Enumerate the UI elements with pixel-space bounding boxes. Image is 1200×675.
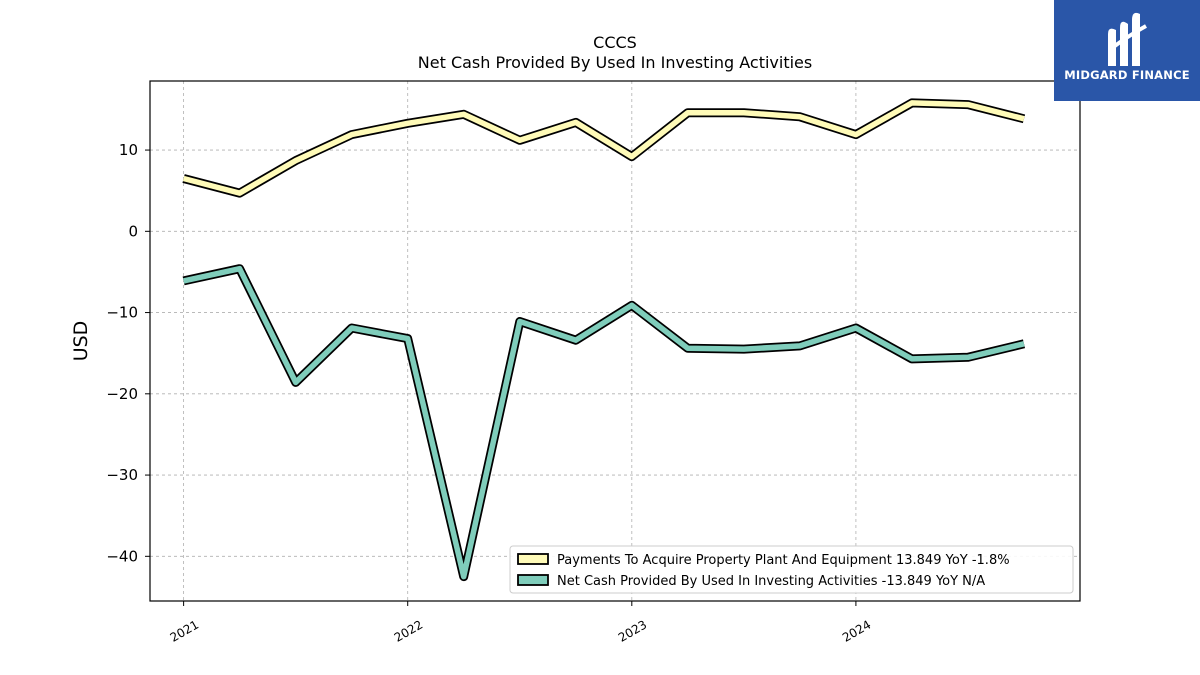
- series-line-0: [182, 100, 1025, 196]
- x-tick-label: 2022: [392, 617, 425, 644]
- legend-swatch-0: [517, 553, 549, 565]
- legend-label-1: Net Cash Provided By Used In Investing A…: [557, 574, 985, 589]
- legend-box: [509, 545, 1074, 594]
- y-tick-label: 10: [119, 141, 138, 159]
- y-tick-label: −30: [106, 466, 138, 484]
- legend: Payments To Acquire Property Plant And E…: [509, 545, 1074, 594]
- series-line-1: [183, 265, 1025, 580]
- series-lines: [182, 98, 1026, 582]
- chart-subtitle: Net Cash Provided By Used In Investing A…: [418, 53, 812, 72]
- y-tick-label: −40: [106, 547, 138, 565]
- brand-logo: MIDGARD FINANCE: [1054, 0, 1200, 101]
- legend-label-0: Payments To Acquire Property Plant And E…: [557, 553, 1010, 568]
- chart-title: CCCS: [593, 33, 637, 52]
- y-tick-label: 0: [128, 222, 138, 240]
- x-tick-label: 2023: [616, 617, 649, 644]
- x-tick-label: 2024: [840, 617, 873, 644]
- midgard-m-logo-icon: [1108, 12, 1147, 67]
- series-outline-1: [182, 264, 1026, 582]
- plot-frame: [149, 80, 1081, 602]
- legend-swatch-1: [517, 574, 549, 586]
- x-tick-label: 2021: [168, 617, 201, 644]
- y-tick-label: −20: [106, 385, 138, 403]
- y-axis-label: USD: [70, 321, 92, 362]
- brand-name: MIDGARD FINANCE: [1064, 68, 1190, 82]
- series-outline-0: [182, 98, 1026, 198]
- y-tick-label: −10: [106, 304, 138, 322]
